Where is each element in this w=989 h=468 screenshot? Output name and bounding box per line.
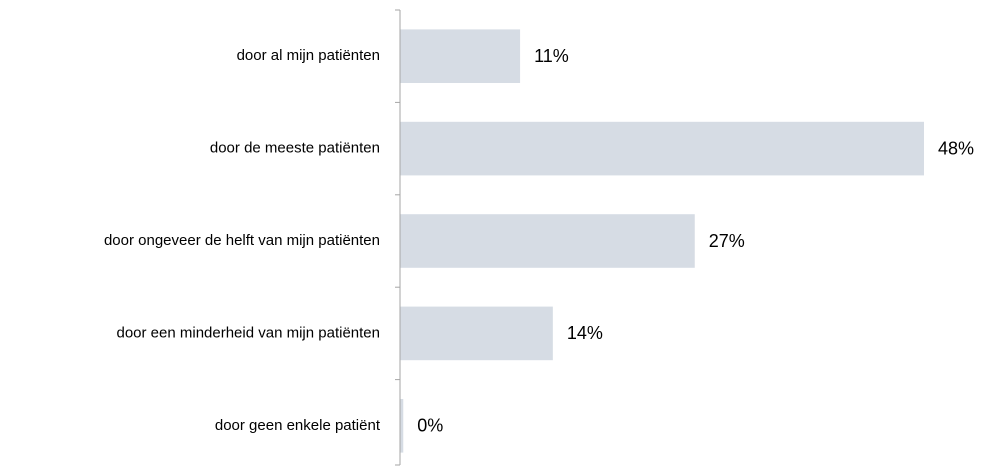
category-label: door de meeste patiënten — [210, 140, 380, 157]
value-label: 0% — [417, 416, 443, 436]
category-label: door al mijn patiënten — [237, 47, 380, 64]
bar — [400, 214, 695, 268]
bar — [400, 399, 404, 453]
value-label: 14% — [567, 323, 603, 343]
value-label: 48% — [938, 138, 974, 158]
bar — [400, 306, 553, 361]
category-label: door een minderheid van mijn patiënten — [116, 324, 380, 341]
category-label: door geen enkele patiënt — [215, 417, 381, 434]
bar — [400, 29, 521, 83]
category-label: door ongeveer de helft van mijn patiënte… — [104, 232, 380, 249]
value-label: 11% — [534, 46, 569, 66]
value-label: 27% — [709, 231, 745, 251]
bar — [400, 121, 924, 176]
